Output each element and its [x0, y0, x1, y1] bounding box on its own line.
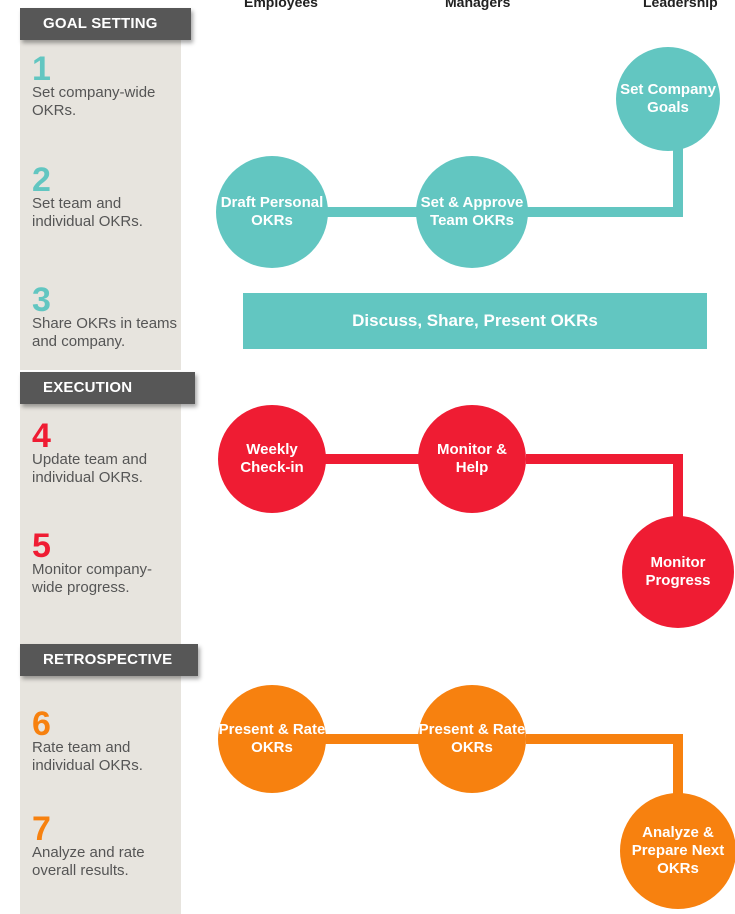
step-7: 7 Analyze and rate overall results.: [32, 810, 182, 880]
label-analyze-prepare: Analyze & Prepare Next OKRs: [631, 824, 725, 877]
step-text: Share OKRs in teams and company.: [32, 315, 178, 350]
node-analyze-prepare: [620, 793, 735, 909]
label-set-approve-team-okrs: Set & Approve Team OKRs: [420, 194, 524, 229]
retrospective-panel: [20, 676, 181, 914]
node-set-company-goals: [616, 47, 720, 151]
column-header-leadership: Leadership: [643, 0, 718, 10]
node-monitor-help: [418, 405, 526, 513]
node-set-approve-team-okrs: [416, 156, 528, 268]
step-text: Monitor company-wide progress.: [32, 561, 153, 596]
label-monitor-progress: Monitor Progress: [645, 554, 711, 589]
label-set-company-goals: Set Company Goals: [620, 81, 716, 116]
execution-panel: [20, 404, 181, 644]
label-present-rate-employees: Present & Rate OKRs: [218, 721, 326, 756]
step-text: Analyze and rate overall results.: [32, 844, 145, 879]
retrospective-connectors: [320, 734, 683, 800]
step-text: Set company-wide OKRs.: [32, 84, 156, 119]
step-number: 7: [32, 810, 51, 848]
node-draft-personal-okrs: [216, 156, 328, 268]
step-number: 2: [32, 161, 51, 199]
section-header-goal-setting: GOAL SETTING: [20, 8, 191, 40]
column-header-managers: Managers: [445, 0, 511, 10]
discuss-share-present-banner: Discuss, Share, Present OKRs: [243, 293, 707, 349]
step-number: 3: [32, 281, 51, 319]
node-present-rate-managers: [418, 685, 526, 793]
section-header-retrospective: RETROSPECTIVE: [20, 644, 198, 676]
node-monitor-progress: [622, 516, 734, 628]
step-text: Rate team and individual OKRs.: [32, 739, 143, 774]
step-5: 5 Monitor company-wide progress.: [32, 527, 182, 597]
label-present-rate-managers: Present & Rate OKRs: [418, 721, 526, 756]
label-monitor-help: Monitor & Help: [437, 441, 507, 476]
step-number: 5: [32, 527, 51, 565]
step-text: Set team and individual OKRs.: [32, 195, 143, 230]
node-weekly-checkin: [218, 405, 326, 513]
step-number: 6: [32, 705, 51, 743]
execution-connectors: [320, 454, 683, 520]
connector-monitor-to-progress: [526, 454, 683, 520]
step-6: 6 Rate team and individual OKRs.: [32, 705, 182, 775]
step-text: Update team and individual OKRs.: [32, 451, 148, 486]
connector-present-to-analyze: [526, 734, 683, 800]
label-weekly-checkin: Weekly Check-in: [240, 441, 304, 476]
node-present-rate-employees: [218, 685, 326, 793]
column-header-employees: Employees: [244, 0, 318, 10]
step-number: 4: [32, 417, 51, 455]
connector-approve-to-goals: [526, 145, 683, 217]
step-number: 1: [32, 50, 51, 88]
label-draft-personal-okrs: Draft Personal OKRs: [220, 194, 324, 229]
step-2: 2 Set team and individual OKRs.: [32, 161, 182, 231]
step-4: 4 Update team and individual OKRs.: [32, 417, 182, 487]
goal-setting-panel: [20, 40, 181, 370]
goal-connectors: [318, 145, 683, 217]
step-1: 1 Set company-wide OKRs.: [32, 50, 182, 120]
step-3: 3 Share OKRs in teams and company.: [32, 281, 182, 351]
section-header-execution: EXECUTION: [20, 372, 195, 404]
